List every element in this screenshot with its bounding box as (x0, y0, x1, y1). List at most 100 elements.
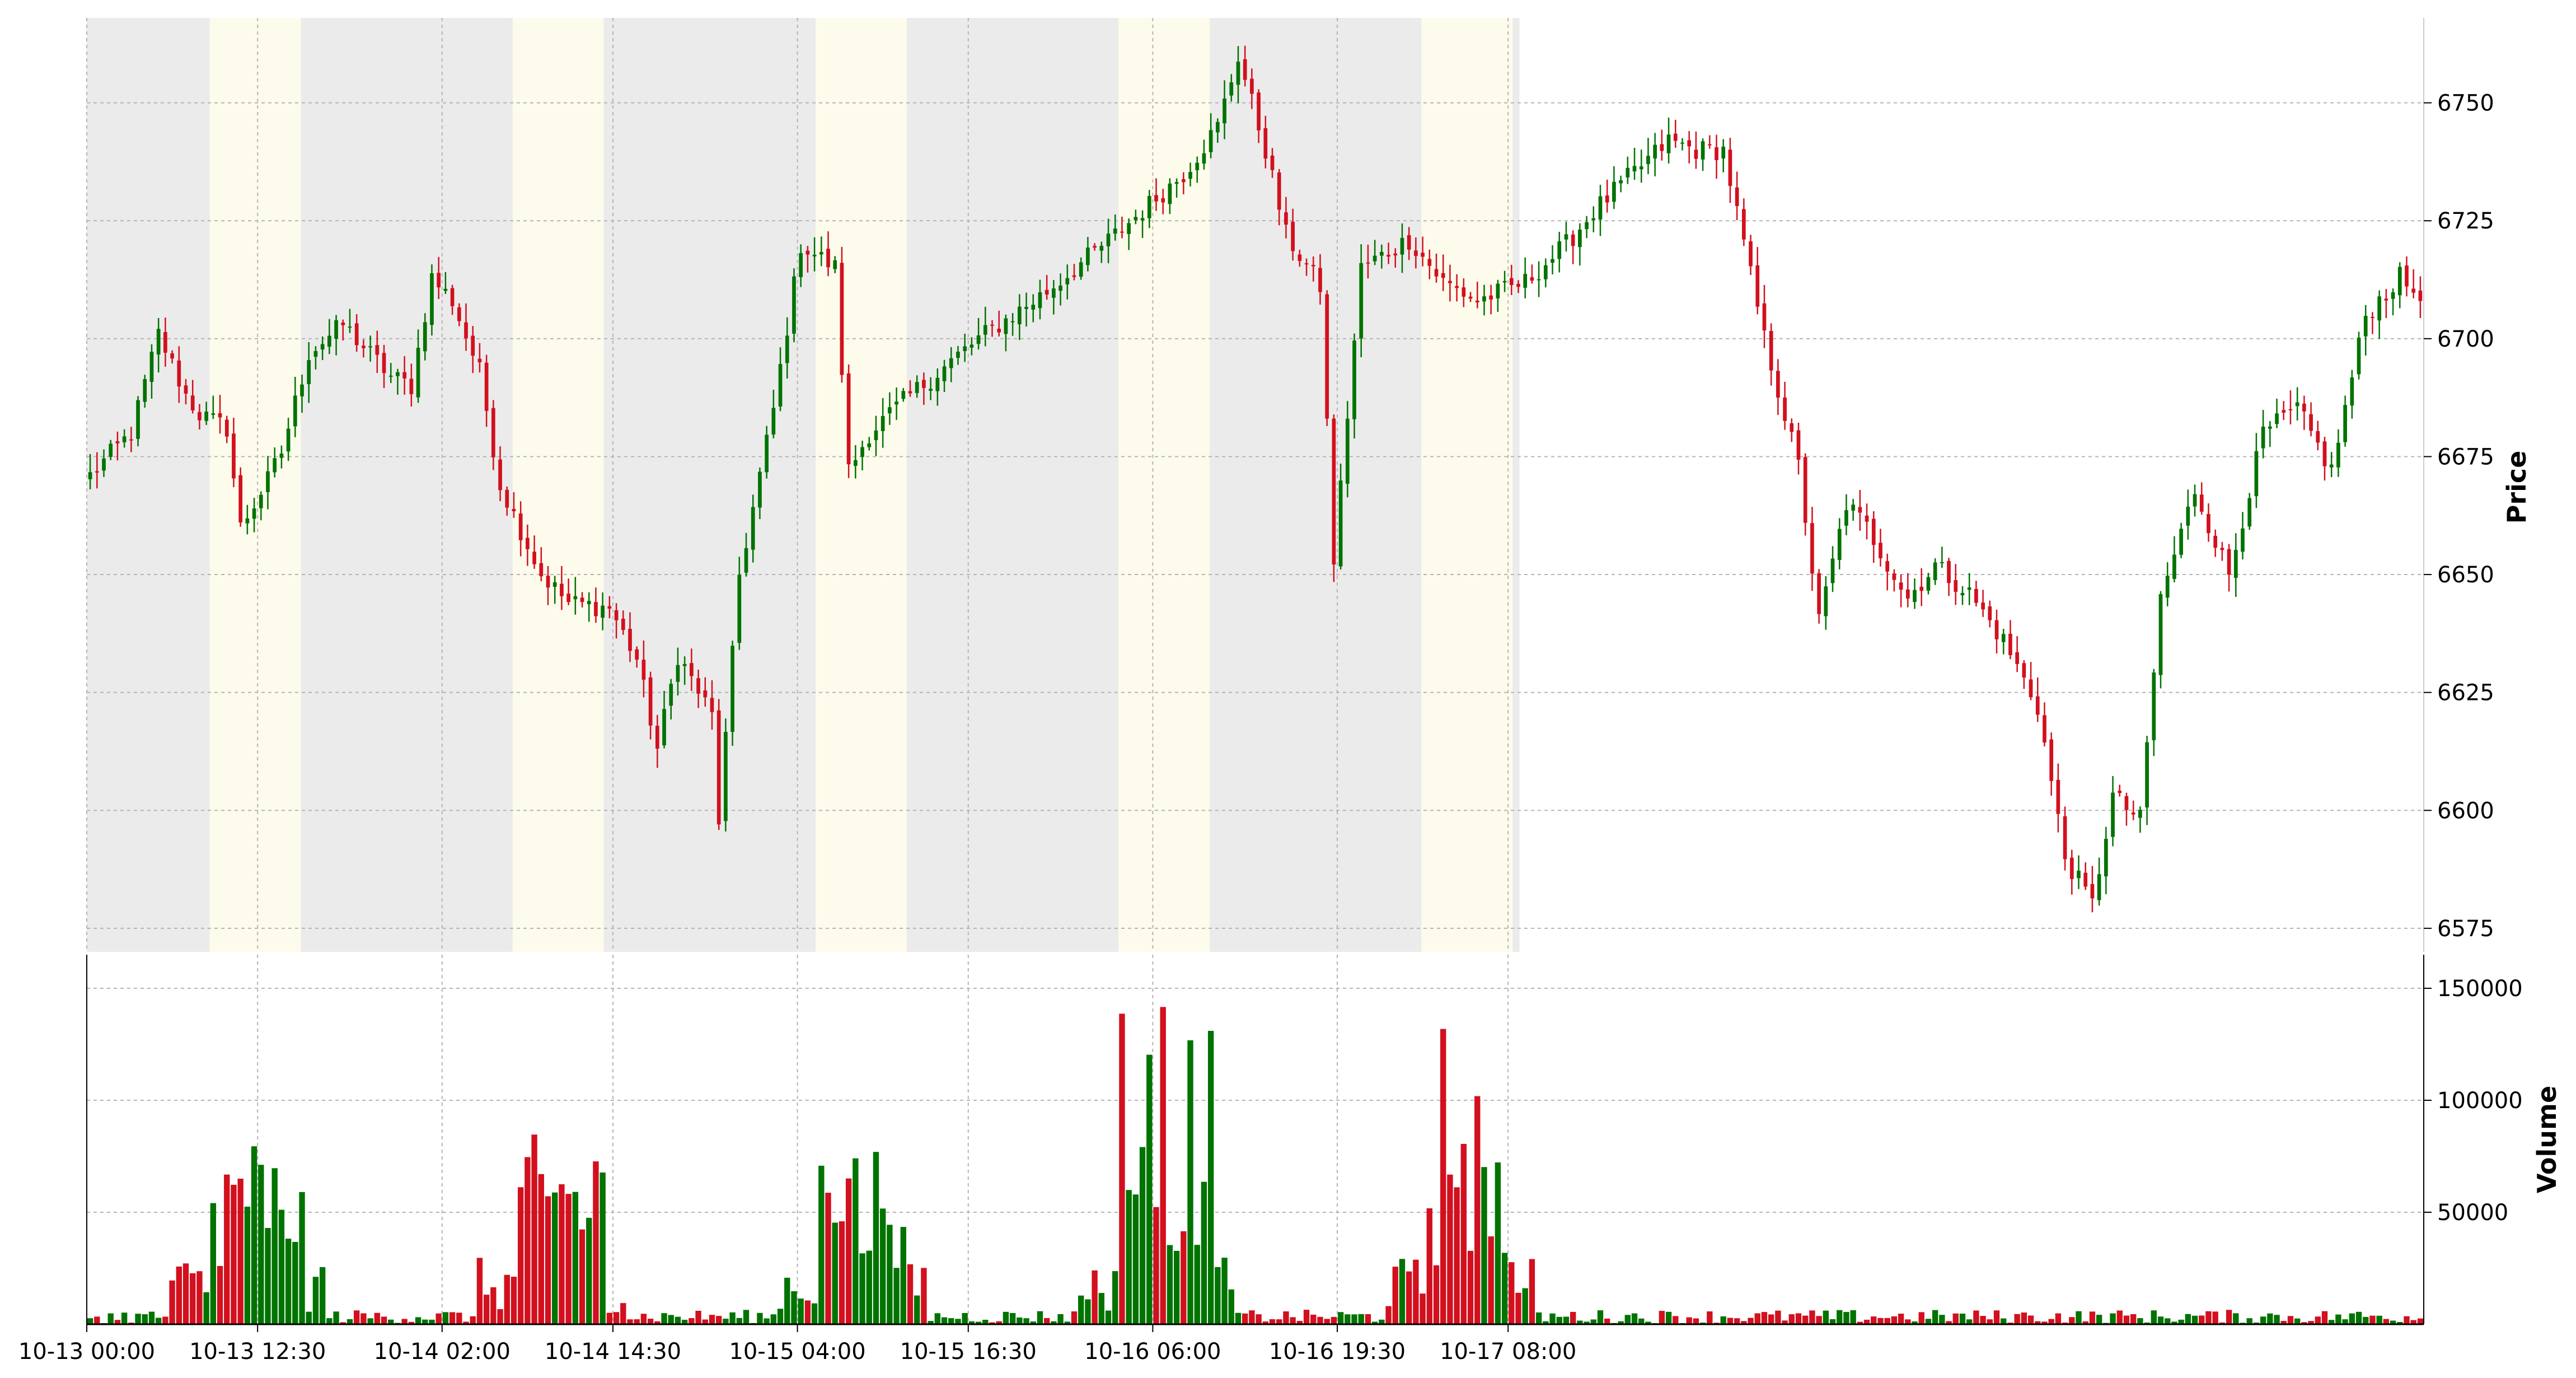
candle-body (2145, 742, 2149, 808)
volume-tick-label: 150000 (2437, 976, 2523, 1002)
candle-body (1352, 340, 1356, 419)
candle-body (1564, 234, 1568, 240)
volume-bar (1775, 1310, 1781, 1324)
candle-body (2343, 405, 2347, 442)
price-tick-label: 6575 (2437, 916, 2494, 942)
volume-bar (162, 1316, 168, 1324)
volume-bar (251, 1146, 257, 1324)
volume-bar (1618, 1321, 1624, 1324)
volume-bar (176, 1266, 182, 1324)
volume-bar (1447, 1174, 1453, 1324)
candle-body (2227, 549, 2231, 575)
candle-body (1639, 166, 1643, 170)
volume-bar (354, 1310, 360, 1324)
volume-bar (2110, 1313, 2116, 1324)
candle-body (232, 433, 236, 479)
candle-body (880, 415, 885, 431)
candle-body (526, 538, 530, 549)
candle-body (2179, 529, 2183, 555)
band-session-9 (1421, 18, 1513, 952)
volume-bar (367, 1318, 373, 1324)
volume-bar (510, 1277, 517, 1324)
volume-bar (2076, 1311, 2082, 1324)
volume-bar (1522, 1288, 1528, 1324)
candle-body (1885, 561, 1890, 572)
candle-body (751, 507, 755, 550)
candle-body (505, 489, 509, 508)
volume-bar (716, 1316, 722, 1324)
candle-body (2207, 513, 2210, 534)
candle-body (170, 353, 174, 359)
candle-body (1707, 144, 1712, 146)
volume-bar (429, 1319, 435, 1324)
candle-body (2357, 337, 2361, 375)
candle-body (1502, 281, 1507, 283)
candle-body (1837, 529, 1842, 560)
candle-body (655, 726, 659, 749)
candle-body (690, 663, 694, 676)
candle-body (1379, 251, 1384, 256)
volume-bar (2342, 1319, 2348, 1324)
candle-body (2288, 409, 2293, 410)
candle-body (1892, 573, 1896, 580)
volume-bar (190, 1273, 196, 1324)
candle-body (1154, 195, 1158, 202)
candle-body (1448, 281, 1452, 283)
candle-body (2282, 410, 2286, 413)
price-tick-label: 6675 (2437, 444, 2494, 470)
candle-body (560, 583, 564, 596)
candle-body (1318, 268, 1322, 292)
candle-body (997, 328, 1001, 333)
volume-bar (2329, 1320, 2335, 1324)
candle-body (2350, 377, 2354, 406)
volume-bar (2404, 1316, 2410, 1324)
candle-body (204, 412, 208, 421)
candle-body (922, 380, 926, 389)
volume-bar (1269, 1319, 1276, 1324)
volume-bar (1823, 1310, 1829, 1324)
candle-body (874, 430, 878, 441)
candle-body (1653, 144, 1657, 159)
candle-body (2111, 792, 2115, 837)
volume-bar (1085, 1299, 1091, 1324)
volume-bar (1092, 1270, 1098, 1324)
volume-bar (784, 1277, 790, 1324)
candle-body (1537, 279, 1541, 281)
candle-body (867, 443, 872, 447)
volume-bar (1454, 1187, 1460, 1324)
volume-bar (1132, 1194, 1139, 1324)
candle-body (375, 345, 380, 355)
candle-body (1578, 230, 1582, 247)
candle-body (464, 322, 468, 339)
volume-bar (593, 1161, 599, 1324)
volume-bar (668, 1315, 674, 1324)
volume-bar (2178, 1319, 2184, 1324)
candle-body (1954, 580, 1958, 592)
candle-body (198, 412, 202, 421)
candle-body (457, 307, 461, 321)
candle-body (2001, 634, 2006, 642)
candle-body (1393, 253, 1398, 256)
volume-bar (1816, 1316, 1822, 1324)
candle-body (1796, 430, 1801, 460)
candle-body (1626, 167, 1630, 177)
candle-body (1434, 269, 1439, 277)
candle-body (354, 323, 359, 345)
candle-body (1086, 247, 1090, 265)
candle-body (908, 391, 912, 394)
candle-body (368, 346, 372, 348)
candle-body (1585, 222, 1589, 230)
volume-bar (1754, 1313, 1760, 1324)
candle-body (601, 605, 605, 618)
volume-bar (921, 1268, 927, 1324)
candle-body (307, 360, 311, 385)
volume-bar (770, 1314, 777, 1324)
volume-bar (381, 1316, 387, 1324)
candle-body (402, 372, 407, 379)
volume-bar (893, 1268, 900, 1324)
volume-bar (1509, 1262, 1515, 1324)
volume-bar (1549, 1313, 1556, 1324)
candle-body (238, 475, 243, 523)
candle-body (273, 458, 277, 473)
candle-body (2213, 535, 2218, 548)
